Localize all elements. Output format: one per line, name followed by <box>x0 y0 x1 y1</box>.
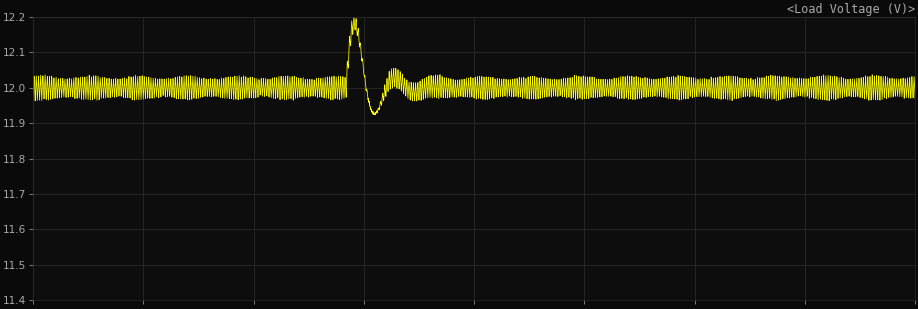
Text: <Load Voltage (V)>: <Load Voltage (V)> <box>787 3 915 16</box>
